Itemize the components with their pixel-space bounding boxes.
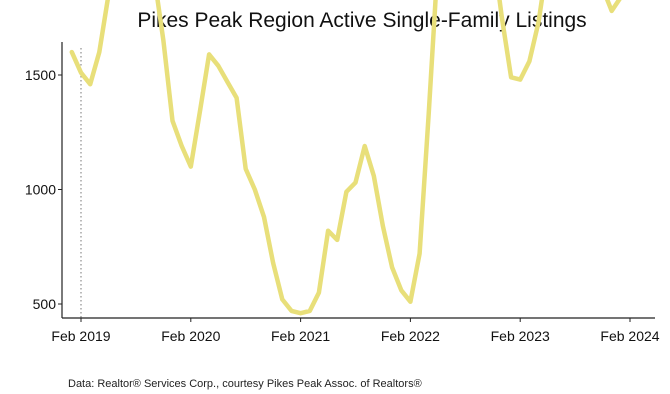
x-tick-label: Feb 2023: [491, 328, 550, 344]
x-tick-label: Feb 2022: [381, 328, 440, 344]
y-tick-label: 1500: [25, 67, 56, 83]
x-tick-label: Feb 2021: [271, 328, 330, 344]
x-tick-label: Feb 2020: [161, 328, 220, 344]
y-tick-label: 500: [33, 296, 57, 312]
series-group: [69, 0, 622, 316]
chart-title: Pikes Peak Region Active Single-Family L…: [137, 9, 586, 32]
axes: [58, 42, 655, 322]
x-tick-label: Feb 2019: [51, 328, 110, 344]
series-line-active-listings: [69, 0, 622, 316]
y-tick-label: 1000: [25, 182, 56, 198]
x-tick-label: Feb 2024: [600, 328, 659, 344]
source-note: Data: Realtor® Services Corp., courtesy …: [68, 378, 422, 390]
